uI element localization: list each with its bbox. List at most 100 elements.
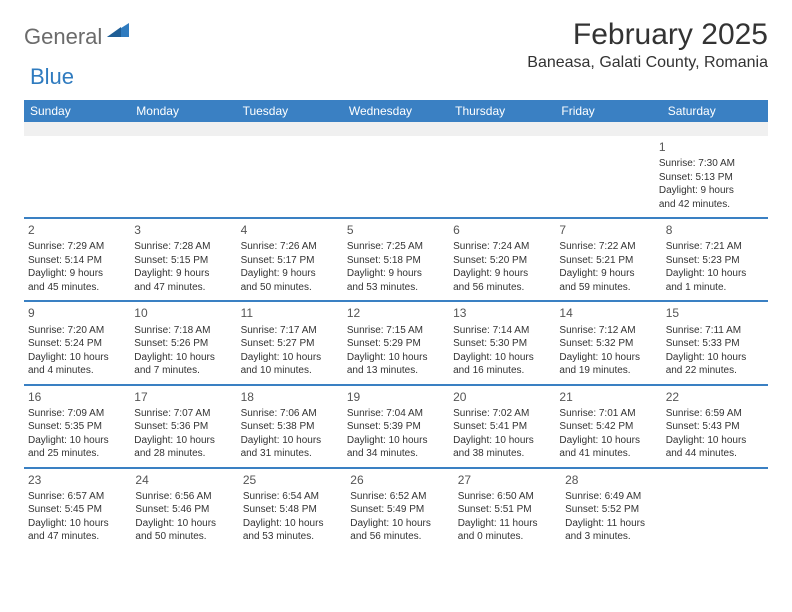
day-cell: 2Sunrise: 7:29 AMSunset: 5:14 PMDaylight… xyxy=(24,219,130,300)
day-day2: and 34 minutes. xyxy=(347,447,445,461)
day-number: 6 xyxy=(453,222,551,238)
day-cell: 19Sunrise: 7:04 AMSunset: 5:39 PMDayligh… xyxy=(343,386,449,467)
day-number: 28 xyxy=(565,472,664,488)
day-sunrise: Sunrise: 6:59 AM xyxy=(666,407,764,421)
day-day1: Daylight: 9 hours xyxy=(134,267,232,281)
logo-triangle-icon xyxy=(107,21,129,42)
day-sunrise: Sunrise: 7:01 AM xyxy=(559,407,657,421)
day-day1: Daylight: 11 hours xyxy=(458,517,557,531)
day-cell: 12Sunrise: 7:15 AMSunset: 5:29 PMDayligh… xyxy=(343,302,449,383)
day-sunset: Sunset: 5:51 PM xyxy=(458,503,557,517)
day-sunrise: Sunrise: 6:56 AM xyxy=(135,490,234,504)
day-cell: 21Sunrise: 7:01 AMSunset: 5:42 PMDayligh… xyxy=(555,386,661,467)
weekday-tuesday: Tuesday xyxy=(237,100,343,122)
day-number: 10 xyxy=(134,305,232,321)
day-day2: and 16 minutes. xyxy=(453,364,551,378)
day-sunrise: Sunrise: 7:06 AM xyxy=(241,407,339,421)
calendar-grid: Sunday Monday Tuesday Wednesday Thursday… xyxy=(24,100,768,550)
title-block: February 2025 Baneasa, Galati County, Ro… xyxy=(527,18,768,72)
day-number: 25 xyxy=(243,472,342,488)
week-row: 9Sunrise: 7:20 AMSunset: 5:24 PMDaylight… xyxy=(24,300,768,383)
day-day2: and 13 minutes. xyxy=(347,364,445,378)
day-day2: and 0 minutes. xyxy=(458,530,557,544)
day-day1: Daylight: 9 hours xyxy=(28,267,126,281)
day-number: 1 xyxy=(659,139,764,155)
day-cell: 27Sunrise: 6:50 AMSunset: 5:51 PMDayligh… xyxy=(454,469,561,550)
day-sunset: Sunset: 5:43 PM xyxy=(666,420,764,434)
weekday-saturday: Saturday xyxy=(662,100,768,122)
day-cell: 23Sunrise: 6:57 AMSunset: 5:45 PMDayligh… xyxy=(24,469,131,550)
day-day1: Daylight: 10 hours xyxy=(347,351,445,365)
day-cell: 1Sunrise: 7:30 AMSunset: 5:13 PMDaylight… xyxy=(655,136,768,217)
day-day2: and 28 minutes. xyxy=(134,447,232,461)
day-day2: and 59 minutes. xyxy=(559,281,657,295)
day-cell: 15Sunrise: 7:11 AMSunset: 5:33 PMDayligh… xyxy=(662,302,768,383)
day-day2: and 44 minutes. xyxy=(666,447,764,461)
day-day1: Daylight: 9 hours xyxy=(559,267,657,281)
day-day2: and 47 minutes. xyxy=(134,281,232,295)
weekday-sunday: Sunday xyxy=(24,100,130,122)
day-sunrise: Sunrise: 7:17 AM xyxy=(241,324,339,338)
day-day2: and 4 minutes. xyxy=(28,364,126,378)
day-day1: Daylight: 9 hours xyxy=(453,267,551,281)
day-sunrise: Sunrise: 7:20 AM xyxy=(28,324,126,338)
day-sunset: Sunset: 5:13 PM xyxy=(659,171,764,185)
day-sunset: Sunset: 5:39 PM xyxy=(347,420,445,434)
day-sunset: Sunset: 5:18 PM xyxy=(347,254,445,268)
day-number: 12 xyxy=(347,305,445,321)
day-day1: Daylight: 10 hours xyxy=(559,434,657,448)
day-number: 11 xyxy=(241,305,339,321)
day-day2: and 47 minutes. xyxy=(28,530,127,544)
day-number: 24 xyxy=(135,472,234,488)
day-number: 4 xyxy=(241,222,339,238)
day-number: 3 xyxy=(134,222,232,238)
day-number: 17 xyxy=(134,389,232,405)
calendar-page: General February 2025 Baneasa, Galati Co… xyxy=(0,0,792,568)
day-cell: 11Sunrise: 7:17 AMSunset: 5:27 PMDayligh… xyxy=(237,302,343,383)
day-sunset: Sunset: 5:36 PM xyxy=(134,420,232,434)
day-sunset: Sunset: 5:29 PM xyxy=(347,337,445,351)
day-sunset: Sunset: 5:46 PM xyxy=(135,503,234,517)
empty-day-cell xyxy=(24,136,129,217)
day-sunset: Sunset: 5:42 PM xyxy=(559,420,657,434)
empty-day-cell xyxy=(550,136,655,217)
day-cell: 28Sunrise: 6:49 AMSunset: 5:52 PMDayligh… xyxy=(561,469,668,550)
day-cell: 14Sunrise: 7:12 AMSunset: 5:32 PMDayligh… xyxy=(555,302,661,383)
day-day2: and 10 minutes. xyxy=(241,364,339,378)
day-sunrise: Sunrise: 7:28 AM xyxy=(134,240,232,254)
day-sunrise: Sunrise: 7:29 AM xyxy=(28,240,126,254)
day-sunset: Sunset: 5:26 PM xyxy=(134,337,232,351)
day-day2: and 53 minutes. xyxy=(347,281,445,295)
day-cell: 6 Sunrise: 7:24 AMSunset: 5:20 PMDaylight… xyxy=(449,219,555,300)
day-sunrise: Sunrise: 6:50 AM xyxy=(458,490,557,504)
day-sunrise: Sunrise: 7:24 AM xyxy=(453,240,551,254)
day-sunset: Sunset: 5:17 PM xyxy=(241,254,339,268)
day-sunset: Sunset: 5:27 PM xyxy=(241,337,339,351)
day-sunset: Sunset: 5:41 PM xyxy=(453,420,551,434)
day-cell: 25Sunrise: 6:54 AMSunset: 5:48 PMDayligh… xyxy=(239,469,346,550)
day-day2: and 56 minutes. xyxy=(453,281,551,295)
day-number: 19 xyxy=(347,389,445,405)
day-day1: Daylight: 10 hours xyxy=(666,351,764,365)
day-number: 16 xyxy=(28,389,126,405)
day-cell: 20Sunrise: 7:02 AMSunset: 5:41 PMDayligh… xyxy=(449,386,555,467)
day-sunset: Sunset: 5:45 PM xyxy=(28,503,127,517)
day-cell: 4Sunrise: 7:26 AMSunset: 5:17 PMDaylight… xyxy=(237,219,343,300)
day-sunrise: Sunrise: 7:26 AM xyxy=(241,240,339,254)
day-day2: and 31 minutes. xyxy=(241,447,339,461)
day-sunrise: Sunrise: 7:25 AM xyxy=(347,240,445,254)
day-sunrise: Sunrise: 7:30 AM xyxy=(659,157,764,171)
day-number: 15 xyxy=(666,305,764,321)
day-sunset: Sunset: 5:35 PM xyxy=(28,420,126,434)
day-sunrise: Sunrise: 7:21 AM xyxy=(666,240,764,254)
day-sunrise: Sunrise: 6:52 AM xyxy=(350,490,449,504)
day-day2: and 56 minutes. xyxy=(350,530,449,544)
day-cell: 9Sunrise: 7:20 AMSunset: 5:24 PMDaylight… xyxy=(24,302,130,383)
weekday-friday: Friday xyxy=(555,100,661,122)
day-day1: Daylight: 10 hours xyxy=(241,434,339,448)
location-text: Baneasa, Galati County, Romania xyxy=(527,54,768,72)
empty-day-cell xyxy=(669,469,768,550)
week-row: 23Sunrise: 6:57 AMSunset: 5:45 PMDayligh… xyxy=(24,467,768,550)
day-sunset: Sunset: 5:20 PM xyxy=(453,254,551,268)
day-day1: Daylight: 10 hours xyxy=(134,351,232,365)
